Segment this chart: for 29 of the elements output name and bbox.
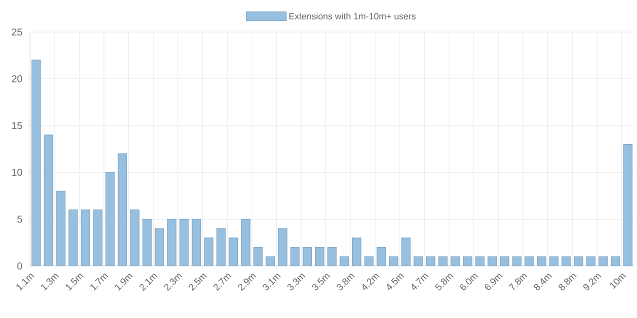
bar [118,153,128,266]
bar [80,210,90,266]
y-tick-label: 0 [17,262,22,270]
bar [56,190,66,266]
bar [623,144,632,266]
bar [106,172,115,266]
bar [216,228,226,266]
bar [204,238,214,266]
bar [241,218,250,266]
bar [352,238,362,266]
bar [179,218,189,266]
bar [278,228,288,266]
bar [142,218,152,266]
bar [44,134,54,266]
y-tick-label: 5 [17,216,22,223]
y-tick-label: 20 [12,75,22,82]
bar [401,238,411,266]
bar [130,210,140,266]
bar [192,218,202,266]
bar [68,210,78,266]
bar [93,210,102,266]
y-tick-label: 15 [12,122,22,130]
legend-label: Extensions with 1m-10m+ users [289,12,416,20]
bar [32,60,40,266]
bar [154,228,164,266]
bar [228,238,238,266]
y-tick-label: 10 [12,168,22,176]
y-tick-label: 25 [12,28,22,36]
x-tick-label: 10m [610,274,626,289]
